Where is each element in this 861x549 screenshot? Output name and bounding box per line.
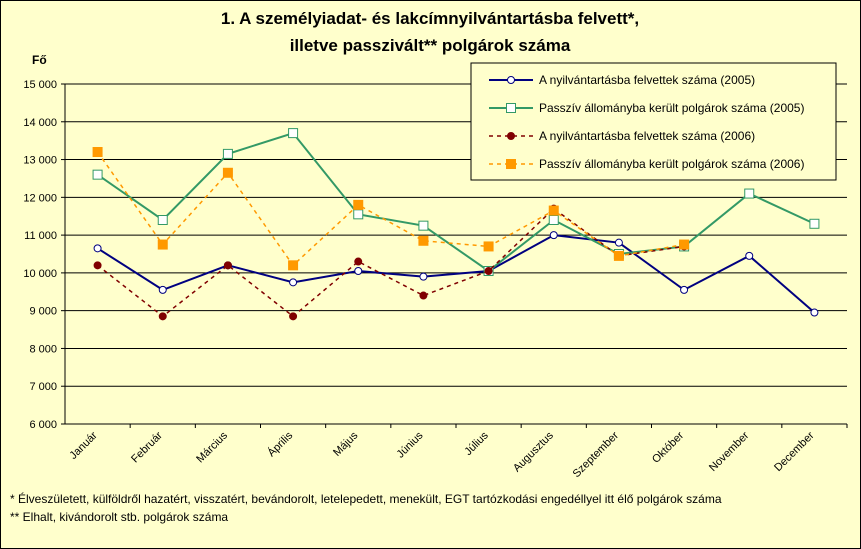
- point: [484, 267, 493, 275]
- y-tick-label: 14 000: [23, 117, 57, 129]
- point: [548, 215, 559, 225]
- y-tick-label: 11 000: [24, 230, 57, 242]
- legend-label: A nyilvántartásba felvettek száma (2005): [539, 73, 755, 87]
- point: [288, 128, 299, 139]
- point: [222, 148, 233, 159]
- point: [223, 261, 232, 270]
- point: [483, 241, 494, 252]
- point: [419, 291, 428, 300]
- point: [92, 147, 103, 157]
- y-tick-label: 6 000: [29, 419, 57, 431]
- chart-title: 1. A személyiadat- és lakcímnyilvántartá…: [221, 9, 639, 28]
- legend-label: Passzív állományba került polgárok száma…: [539, 101, 804, 115]
- point: [679, 239, 690, 250]
- point: [745, 251, 754, 260]
- y-axis-label: Fő: [32, 53, 47, 67]
- point: [507, 76, 515, 84]
- point: [353, 199, 364, 210]
- legend-box: [470, 62, 837, 181]
- point: [157, 239, 168, 250]
- point: [93, 244, 102, 253]
- point: [506, 159, 516, 169]
- point: [809, 218, 820, 229]
- point: [744, 188, 755, 199]
- legend-label: Passzív állományba került polgárok száma…: [539, 157, 804, 171]
- point: [289, 312, 298, 321]
- point: [354, 257, 363, 266]
- point: [157, 215, 168, 225]
- y-tick-label: 10 000: [23, 268, 57, 280]
- y-tick-label: 12 000: [23, 192, 57, 204]
- y-tick-label: 13 000: [23, 155, 57, 167]
- point: [613, 250, 624, 261]
- point: [419, 272, 428, 281]
- footnote: * Élveszületett, külföldről hazatért, vi…: [10, 491, 722, 506]
- point: [614, 238, 623, 247]
- point: [810, 308, 819, 317]
- y-tick-label: 15 000: [23, 79, 57, 91]
- point: [506, 103, 516, 113]
- point: [288, 260, 299, 271]
- series-line: [97, 131, 815, 273]
- point: [93, 261, 102, 270]
- footnote: ** Elhalt, kivándorolt stb. polgárok szá…: [10, 510, 228, 524]
- point: [158, 285, 167, 294]
- y-tick-label: 7 000: [29, 381, 57, 393]
- point: [289, 278, 298, 287]
- point: [418, 235, 429, 246]
- point: [353, 209, 364, 220]
- point: [354, 267, 363, 275]
- point: [158, 312, 167, 321]
- y-tick-label: 8 000: [29, 343, 57, 355]
- series-line: [97, 207, 685, 318]
- series-line: [97, 234, 816, 314]
- point: [418, 220, 429, 231]
- chart-title: illetve passzivált** polgárok száma: [290, 36, 571, 55]
- point: [680, 285, 689, 294]
- point: [549, 231, 558, 240]
- point: [507, 132, 515, 140]
- legend-label: A nyilvántartásba felvettek száma (2006): [539, 129, 755, 143]
- point: [548, 205, 559, 216]
- point: [92, 169, 103, 180]
- point: [222, 167, 233, 178]
- y-tick-label: 9 000: [29, 306, 57, 318]
- series-line: [96, 151, 685, 267]
